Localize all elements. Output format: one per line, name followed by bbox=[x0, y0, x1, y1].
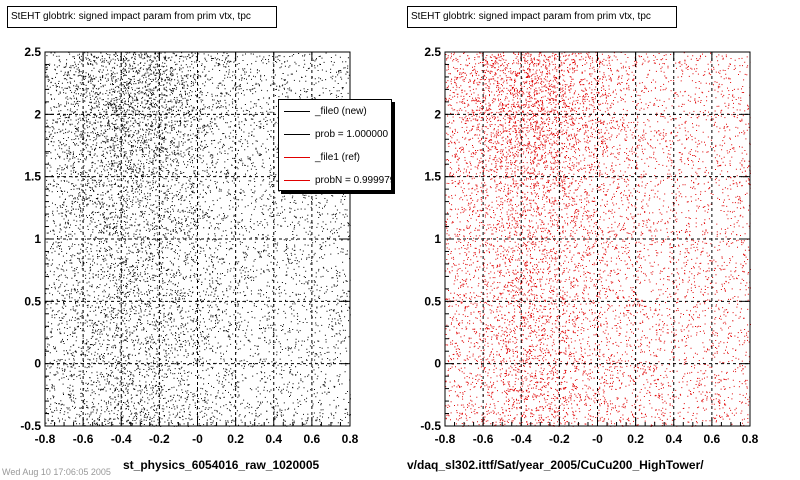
y-tick-label: -0.5 bbox=[420, 419, 441, 433]
x-tick-label: -0.4 bbox=[111, 432, 132, 446]
x-tick-label: -0.8 bbox=[35, 432, 56, 446]
legend-entry-prob: prob = 1.000000 bbox=[279, 123, 391, 146]
y-tick-label: 1.5 bbox=[424, 170, 441, 184]
y-tick-label: 1 bbox=[434, 232, 441, 246]
x-tick-label: 0.6 bbox=[304, 432, 321, 446]
y-tick-label: 2 bbox=[434, 107, 441, 121]
y-tick-label: 0.5 bbox=[24, 294, 41, 308]
y-tick-label: 2.5 bbox=[24, 45, 41, 59]
y-tick-label: 0 bbox=[434, 357, 441, 371]
x-tick-label: -0.4 bbox=[511, 432, 532, 446]
left-plot-title: StEHT globtrk: signed impact param from … bbox=[7, 6, 277, 28]
legend-entry-ref: _file1 (ref) bbox=[279, 146, 391, 169]
y-tick-label: 0 bbox=[34, 357, 41, 371]
legend-label-probn: probN = 0.999979 bbox=[315, 175, 392, 186]
legend-line-new bbox=[284, 111, 310, 112]
x-tick-label: 0.2 bbox=[627, 432, 644, 446]
left-pad: -0.8 -0.6 -0.4 -0.2 -0 0.2 0.4 0.6 0.8 -0.5 0 0.5 1 1… bbox=[7, 6, 392, 472]
right-plot-title: StEHT globtrk: signed impact param from … bbox=[407, 6, 677, 28]
right-scatter-plot: -0.8 -0.6 -0.4 -0.2 -0 0.2 0.4 0.6 0.8 -0.5 0 0.5 1 1… bbox=[420, 45, 759, 446]
x-tick-label: -0.6 bbox=[473, 432, 494, 446]
y-tick-label: 2.5 bbox=[424, 45, 441, 59]
x-tick-label: 0.4 bbox=[265, 432, 282, 446]
footer-timestamp: Wed Aug 10 17:06:05 2005 bbox=[2, 467, 111, 477]
scatter-points bbox=[445, 52, 751, 427]
legend-label-prob: prob = 1.000000 bbox=[315, 129, 389, 140]
legend-line-ref bbox=[284, 157, 310, 158]
x-tick-label: -0.2 bbox=[549, 432, 570, 446]
x-tick-label: -0.8 bbox=[435, 432, 456, 446]
y-tick-label: -0.5 bbox=[20, 419, 41, 433]
left-scatter-plot: -0.8 -0.6 -0.4 -0.2 -0 0.2 0.4 0.6 0.8 -0.5 0 0.5 1 1… bbox=[20, 45, 359, 446]
legend: _file0 (new) prob = 1.000000 _file1 (ref… bbox=[278, 99, 392, 191]
y-tick-label: 0.5 bbox=[424, 294, 441, 308]
x-tick-label: 0.8 bbox=[742, 432, 759, 446]
x-tick-label: -0.2 bbox=[149, 432, 170, 446]
right-x-axis-label: v/daq_sl302.ittf/Sat/year_2005/CuCu200_H… bbox=[407, 458, 704, 472]
legend-label-new: _file0 (new) bbox=[315, 106, 367, 117]
y-tick-label: 1 bbox=[34, 232, 41, 246]
legend-entry-new: _file0 (new) bbox=[279, 100, 391, 123]
legend-line-prob bbox=[284, 134, 310, 135]
left-x-axis-label: st_physics_6054016_raw_1020005 bbox=[123, 458, 320, 472]
scatter-point-cloud bbox=[445, 52, 751, 427]
x-tick-label: 0.6 bbox=[704, 432, 721, 446]
y-tick-label: 2 bbox=[34, 107, 41, 121]
scatter-points bbox=[45, 52, 351, 427]
x-tick-label: -0.6 bbox=[73, 432, 94, 446]
y-tick-label: 1.5 bbox=[24, 170, 41, 184]
legend-line-probn bbox=[284, 180, 310, 181]
x-tick-label: -0 bbox=[592, 432, 603, 446]
x-tick-label: 0.2 bbox=[227, 432, 244, 446]
scatter-point-cloud bbox=[45, 52, 351, 427]
legend-entry-probn: probN = 0.999979 bbox=[279, 169, 392, 190]
x-tick-label: 0.4 bbox=[665, 432, 682, 446]
x-tick-label: -0 bbox=[192, 432, 203, 446]
legend-label-ref: _file1 (ref) bbox=[315, 152, 361, 163]
right-pad: -0.8 -0.6 -0.4 -0.2 -0 0.2 0.4 0.6 0.8 -0.5 0 0.5 1 1… bbox=[400, 0, 800, 480]
x-tick-label: 0.8 bbox=[342, 432, 359, 446]
